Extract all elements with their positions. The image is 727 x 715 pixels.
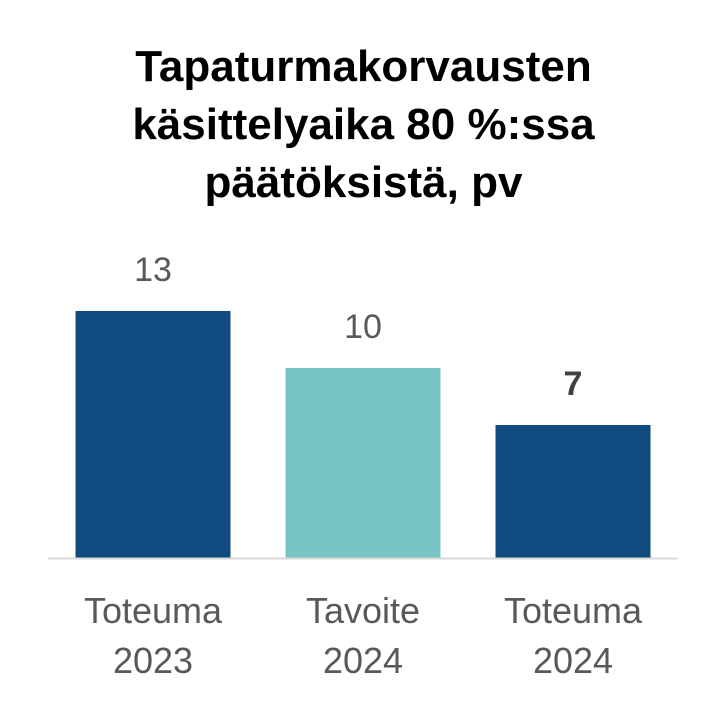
chart-title-line-2: käsittelyaika 80 %:ssa <box>132 100 595 149</box>
category-label-1-line-1: Toteuma <box>84 590 223 631</box>
bar-3 <box>495 425 651 558</box>
bar-1 <box>75 311 231 558</box>
bars-group <box>75 311 651 558</box>
chart-title: Tapaturmakorvausten käsittelyaika 80 %:s… <box>0 38 727 212</box>
category-label-2-line-2: 2024 <box>323 640 403 681</box>
chart-title-line-3: päätöksistä, pv <box>204 158 523 207</box>
category-label-3-line-2: 2024 <box>533 640 613 681</box>
bar-2 <box>285 368 441 558</box>
value-label-3: 7 <box>564 365 583 403</box>
category-labels-group: Toteuma 2023 Tavoite 2024 Toteuma 2024 <box>84 590 643 681</box>
chart-title-line-1: Tapaturmakorvausten <box>135 42 592 91</box>
category-label-2-line-1: Tavoite <box>306 590 420 631</box>
value-label-1: 13 <box>134 251 172 289</box>
category-label-3-line-1: Toteuma <box>504 590 643 631</box>
category-label-1-line-2: 2023 <box>113 640 193 681</box>
value-labels-group: 13 10 7 <box>134 251 582 403</box>
value-label-2: 10 <box>344 308 382 346</box>
